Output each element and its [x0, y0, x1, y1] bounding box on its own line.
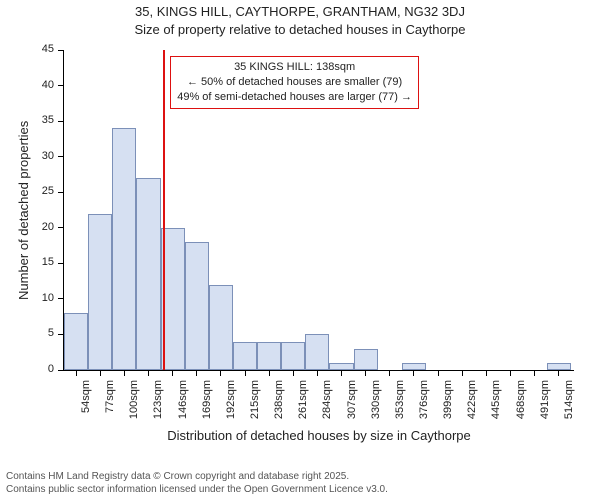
y-tick-label: 35	[0, 114, 54, 126]
x-tick-label: 445sqm	[490, 380, 502, 430]
y-tick-label: 0	[0, 363, 54, 375]
x-tick-label: 238sqm	[273, 380, 285, 430]
histogram-bar	[88, 214, 112, 370]
x-tick	[245, 370, 246, 376]
y-tick-label: 30	[0, 150, 54, 162]
chart-title-subtitle: Size of property relative to detached ho…	[0, 22, 600, 37]
y-tick	[58, 85, 64, 86]
y-tick-label: 45	[0, 43, 54, 55]
histogram-bar	[209, 285, 233, 370]
x-tick	[100, 370, 101, 376]
x-tick-label: 422sqm	[466, 380, 478, 430]
x-tick	[269, 370, 270, 376]
x-tick-label: 146sqm	[177, 380, 189, 430]
y-tick-label: 10	[0, 292, 54, 304]
histogram-bar	[305, 334, 329, 370]
x-tick-label: 353sqm	[394, 380, 406, 430]
y-tick	[58, 121, 64, 122]
histogram-bar	[354, 349, 378, 370]
x-tick	[365, 370, 366, 376]
footer-attribution: Contains HM Land Registry data © Crown c…	[0, 466, 394, 500]
x-tick	[172, 370, 173, 376]
x-tick-label: 514sqm	[563, 380, 575, 430]
histogram-bar	[257, 342, 281, 370]
x-tick	[148, 370, 149, 376]
histogram-bar	[136, 178, 160, 370]
x-tick-label: 468sqm	[515, 380, 527, 430]
histogram-bar	[547, 363, 571, 370]
histogram-bar	[233, 342, 257, 370]
x-tick	[413, 370, 414, 376]
y-tick	[58, 334, 64, 335]
plot-area: 35 KINGS HILL: 138sqm← 50% of detached h…	[64, 50, 574, 370]
y-tick	[58, 50, 64, 51]
y-tick-label: 40	[0, 79, 54, 91]
x-tick	[124, 370, 125, 376]
chart-title-address: 35, KINGS HILL, CAYTHORPE, GRANTHAM, NG3…	[0, 4, 600, 19]
x-tick	[220, 370, 221, 376]
histogram-bar	[281, 342, 305, 370]
y-tick	[58, 298, 64, 299]
x-tick-label: 54sqm	[80, 380, 92, 430]
x-tick-label: 192sqm	[225, 380, 237, 430]
annotation-line: 35 KINGS HILL: 138sqm	[177, 60, 412, 75]
histogram-bar	[112, 128, 136, 370]
x-tick-label: 100sqm	[128, 380, 140, 430]
chart-container: 35, KINGS HILL, CAYTHORPE, GRANTHAM, NG3…	[0, 0, 600, 500]
x-tick	[389, 370, 390, 376]
x-tick-label: 376sqm	[418, 380, 430, 430]
x-tick	[534, 370, 535, 376]
y-tick-label: 20	[0, 221, 54, 233]
y-tick-label: 15	[0, 256, 54, 268]
x-tick	[341, 370, 342, 376]
x-tick-label: 169sqm	[201, 380, 213, 430]
y-tick	[58, 227, 64, 228]
x-tick-label: 261sqm	[297, 380, 309, 430]
y-tick	[58, 370, 64, 371]
x-tick	[317, 370, 318, 376]
x-tick	[558, 370, 559, 376]
x-tick	[486, 370, 487, 376]
histogram-bar	[329, 363, 353, 370]
x-tick-label: 123sqm	[152, 380, 164, 430]
y-tick-label: 5	[0, 327, 54, 339]
x-tick-label: 284sqm	[321, 380, 333, 430]
annotation-line: 49% of semi-detached houses are larger (…	[177, 90, 412, 105]
histogram-bar	[402, 363, 426, 370]
x-tick	[438, 370, 439, 376]
y-tick	[58, 192, 64, 193]
x-tick	[196, 370, 197, 376]
x-tick	[462, 370, 463, 376]
x-tick-label: 399sqm	[442, 380, 454, 430]
x-tick	[293, 370, 294, 376]
histogram-bar	[64, 313, 88, 370]
annotation-line: ← 50% of detached houses are smaller (79…	[177, 75, 412, 90]
x-axis	[64, 370, 574, 371]
y-axis-label: Number of detached properties	[16, 121, 31, 300]
y-tick	[58, 263, 64, 264]
histogram-bar	[185, 242, 209, 370]
reference-line	[163, 50, 165, 370]
x-tick	[76, 370, 77, 376]
x-tick-label: 215sqm	[249, 380, 261, 430]
y-axis	[63, 50, 64, 370]
y-tick-label: 25	[0, 185, 54, 197]
y-tick	[58, 156, 64, 157]
x-tick-label: 330sqm	[370, 380, 382, 430]
x-tick-label: 77sqm	[104, 380, 116, 430]
x-axis-label: Distribution of detached houses by size …	[64, 428, 574, 443]
footer-line-2: Contains public sector information licen…	[6, 483, 388, 496]
annotation-box: 35 KINGS HILL: 138sqm← 50% of detached h…	[170, 56, 419, 109]
x-tick-label: 491sqm	[539, 380, 551, 430]
x-tick	[510, 370, 511, 376]
footer-line-1: Contains HM Land Registry data © Crown c…	[6, 470, 388, 483]
x-tick-label: 307sqm	[346, 380, 358, 430]
